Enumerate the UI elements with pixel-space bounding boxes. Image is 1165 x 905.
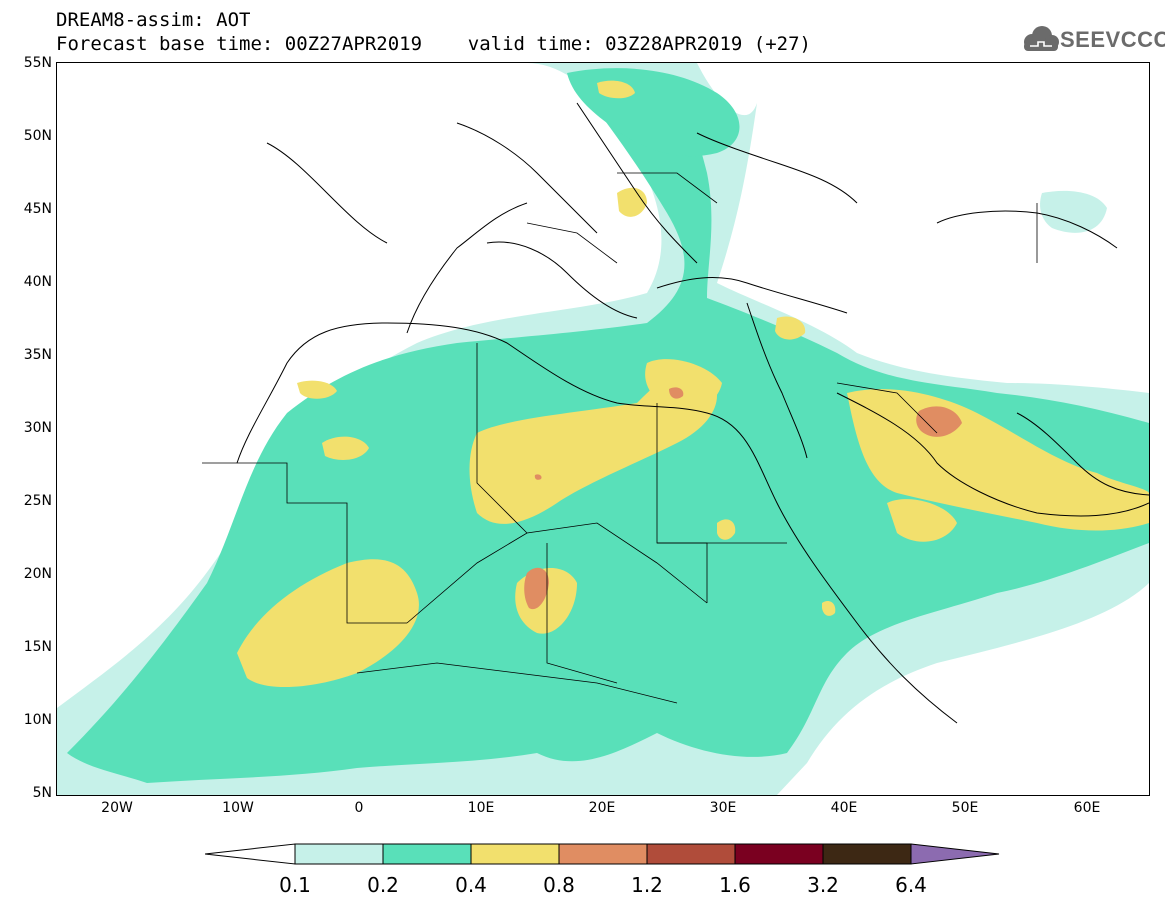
forecast-time-line: Forecast base time: 00Z27APR2019 valid t…	[56, 33, 811, 55]
lat-label: 50N	[23, 128, 52, 144]
lon-label: 60E	[1073, 800, 1101, 816]
lat-label: 10N	[23, 712, 52, 728]
lon-label: 40E	[830, 800, 858, 816]
colorbar-label: 0.1	[279, 873, 311, 897]
colorbar-swatch	[294, 843, 384, 865]
lon-label: 0	[354, 800, 364, 816]
lon-label: 10E	[467, 800, 495, 816]
lat-label: 40N	[23, 274, 52, 290]
colorbar-label: 6.4	[895, 873, 927, 897]
colorbar-label: 1.2	[631, 873, 663, 897]
colorbar-swatch	[646, 843, 736, 865]
lon-label: 30E	[709, 800, 737, 816]
colorbar-swatch	[734, 843, 824, 865]
lon-label: 20W	[101, 800, 133, 816]
coastlines	[236, 102, 1149, 724]
logo-text: SEEVCCC	[1060, 27, 1165, 52]
lat-label: 55N	[23, 55, 52, 71]
map-panel	[56, 62, 1150, 796]
colorbar-swatch	[822, 843, 912, 865]
lat-label: 45N	[23, 201, 52, 217]
aot-contour-0-8	[524, 387, 962, 610]
lat-label: 30N	[23, 420, 52, 436]
lat-label: 5N	[32, 785, 52, 801]
colorbar-label: 0.8	[543, 873, 575, 897]
colorbar-low-extend	[205, 843, 296, 865]
aot-field-map	[57, 63, 1149, 795]
lat-label: 15N	[23, 639, 52, 655]
lon-label: 50E	[951, 800, 979, 816]
cloud-icon	[1024, 26, 1059, 51]
colorbar-label: 0.4	[455, 873, 487, 897]
lat-label: 20N	[23, 566, 52, 582]
lat-label: 25N	[23, 493, 52, 509]
colorbar-swatch	[382, 843, 472, 865]
colorbar-label: 3.2	[807, 873, 839, 897]
map-title: DREAM8-assim: AOT	[56, 9, 251, 31]
colorbar	[205, 843, 1000, 865]
colorbar-high-extend	[910, 843, 1000, 865]
lat-label: 35N	[23, 347, 52, 363]
lon-label: 20E	[588, 800, 616, 816]
colorbar-label: 0.2	[367, 873, 399, 897]
colorbar-label: 1.6	[719, 873, 751, 897]
lon-label: 10W	[222, 800, 254, 816]
colorbar-swatch	[470, 843, 560, 865]
country-borders	[202, 172, 1038, 704]
colorbar-swatch	[558, 843, 648, 865]
